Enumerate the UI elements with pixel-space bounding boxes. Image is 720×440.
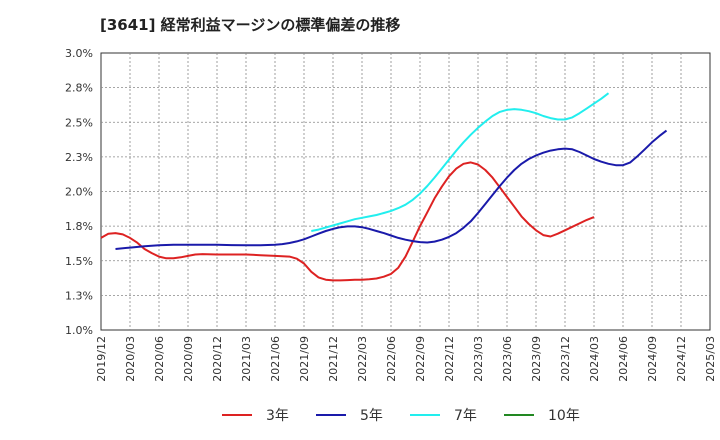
x-tick-label: 2024/03 xyxy=(588,336,601,382)
chart-title: [3641] 経常利益マージンの標準偏差の推移 xyxy=(100,16,401,34)
y-tick-label: 3.0% xyxy=(65,47,93,60)
y-tick-label: 2.3% xyxy=(65,151,93,164)
y-tick-label: 1.5% xyxy=(65,255,93,268)
x-tick-label: 2023/09 xyxy=(530,336,543,382)
x-tick-label: 2024/09 xyxy=(646,336,659,382)
x-tick-label: 2019/12 xyxy=(95,336,108,382)
y-tick-label: 2.0% xyxy=(65,186,93,199)
x-tick-label: 2021/03 xyxy=(240,336,253,382)
x-tick-label: 2023/03 xyxy=(472,336,485,382)
y-tick-label: 2.5% xyxy=(65,116,93,129)
x-tick-label: 2021/09 xyxy=(298,336,311,382)
y-tick-label: 1.0% xyxy=(65,324,93,337)
series-line xyxy=(311,92,610,232)
legend-label: 7年 xyxy=(454,408,477,424)
legend-label: 10年 xyxy=(548,408,580,424)
x-tick-label: 2021/06 xyxy=(269,336,282,382)
x-tick-label: 2022/06 xyxy=(385,336,398,382)
x-tick-label: 2020/06 xyxy=(153,336,166,382)
x-tick-label: 2022/09 xyxy=(414,336,427,382)
legend-label: 5年 xyxy=(360,408,383,424)
y-tick-label: 2.8% xyxy=(65,82,93,95)
x-tick-label: 2022/03 xyxy=(356,336,369,382)
x-tick-label: 2023/06 xyxy=(501,336,514,382)
series-line xyxy=(115,129,668,250)
x-tick-label: 2020/09 xyxy=(182,336,195,382)
y-tick-label: 1.8% xyxy=(65,220,93,233)
x-tick-label: 2020/03 xyxy=(124,336,137,382)
y-tick-label: 1.3% xyxy=(65,289,93,302)
x-tick-label: 2025/03 xyxy=(704,336,717,382)
x-tick-label: 2024/12 xyxy=(675,336,688,382)
x-tick-label: 2024/06 xyxy=(617,336,630,382)
x-tick-label: 2021/12 xyxy=(327,336,340,382)
x-tick-label: 2020/12 xyxy=(211,336,224,382)
x-tick-label: 2023/12 xyxy=(559,336,572,382)
series-line xyxy=(100,161,595,282)
legend-label: 3年 xyxy=(266,408,289,424)
x-tick-label: 2022/12 xyxy=(443,336,456,382)
